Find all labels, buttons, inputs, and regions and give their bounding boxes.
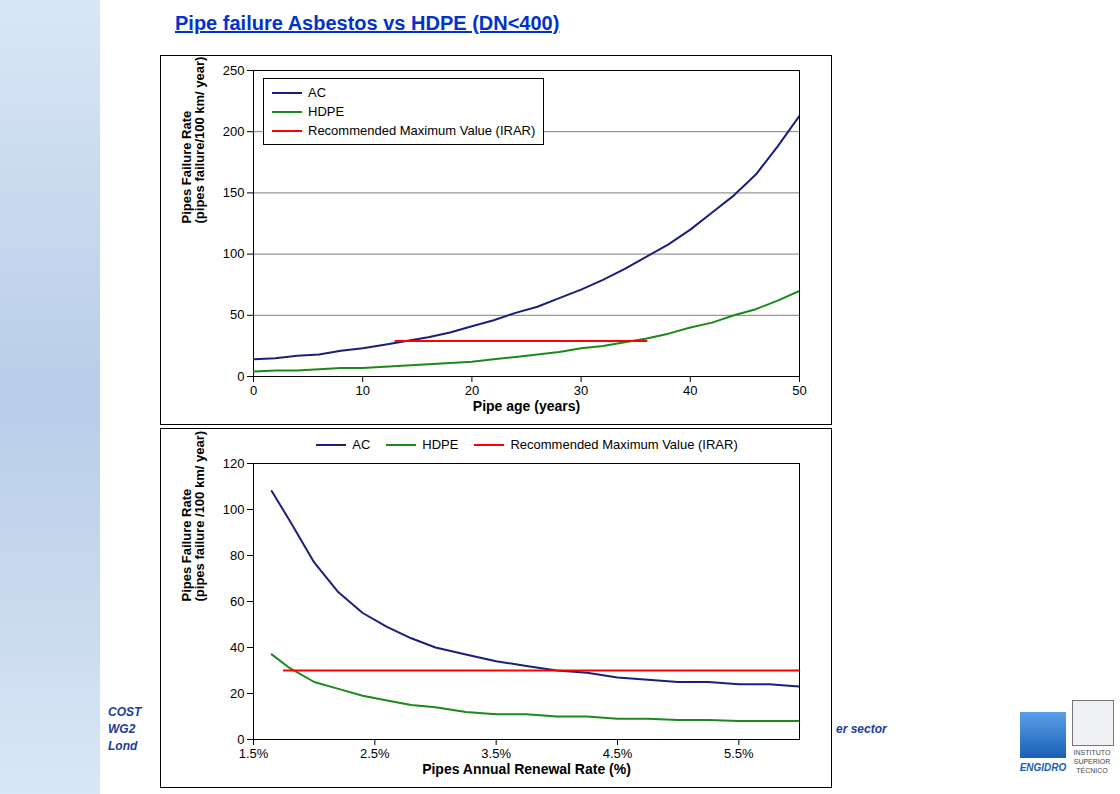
svg-text:50: 50 [792, 383, 806, 398]
html-text:INSTITUTO: INSTITUTO [1073, 749, 1111, 756]
html-text:COST: COST [108, 705, 142, 719]
svg-text:40: 40 [230, 640, 244, 655]
svg-text:Pipe age (years): Pipe age (years) [473, 398, 580, 414]
svg-text:40: 40 [683, 383, 697, 398]
svg-text:80: 80 [230, 548, 244, 563]
html-text:HDPE: HDPE [422, 437, 459, 452]
html-text:er sector: er sector [836, 722, 887, 736]
svg-text:30: 30 [574, 383, 588, 398]
html-text:Pipe failure Asbestos vs HDPE: Pipe failure Asbestos vs HDPE (DN<400) [175, 12, 560, 34]
html-text:AC: AC [352, 437, 371, 452]
html-text:Lond: Lond [108, 739, 138, 753]
svg-text:20: 20 [230, 686, 244, 701]
svg-text:150: 150 [223, 185, 245, 200]
html-text:SUPERIOR: SUPERIOR [1073, 758, 1111, 765]
html-text:Recommended Maximum Value (IRA: Recommended Maximum Value (IRAR) [510, 437, 738, 452]
svg-text:3.5%: 3.5% [481, 746, 511, 761]
svg-text:100: 100 [223, 502, 245, 517]
svg-text:10: 10 [355, 383, 369, 398]
svg-text:200: 200 [223, 124, 245, 139]
svg-text:1.5%: 1.5% [239, 746, 269, 761]
svg-text:250: 250 [223, 63, 245, 78]
html-text:WG2: WG2 [108, 722, 136, 736]
html-text:TÉCNICO: TÉCNICO [1076, 767, 1108, 774]
html-text:AC: AC [308, 85, 327, 100]
svg-text:Pipes Failure Rate(pipes failu: Pipes Failure Rate(pipes failure /100 km… [179, 431, 207, 602]
svg-text:5.5%: 5.5% [724, 746, 754, 761]
svg-text:0: 0 [237, 369, 244, 384]
svg-text:50: 50 [230, 307, 244, 322]
svg-text:0: 0 [250, 383, 257, 398]
html-text:Recommended Maximum Value (IRA: Recommended Maximum Value (IRAR) [308, 123, 536, 138]
svg-text:Pipes Annual Renewal Rate (%): Pipes Annual Renewal Rate (%) [422, 761, 631, 777]
svg-text:60: 60 [230, 594, 244, 609]
svg-text:2.5%: 2.5% [360, 746, 390, 761]
svg-text:120: 120 [223, 456, 245, 471]
svg-text:4.5%: 4.5% [603, 746, 633, 761]
html-text:HDPE: HDPE [308, 104, 345, 119]
svg-text:Pipes Failure Rate(pipes failu: Pipes Failure Rate(pipes failure/100 km/… [179, 57, 207, 224]
svg-text:0: 0 [237, 732, 244, 747]
svg-text:100: 100 [223, 246, 245, 261]
html-text:ENGIDRO: ENGIDRO [1019, 762, 1067, 773]
svg-text:20: 20 [465, 383, 479, 398]
